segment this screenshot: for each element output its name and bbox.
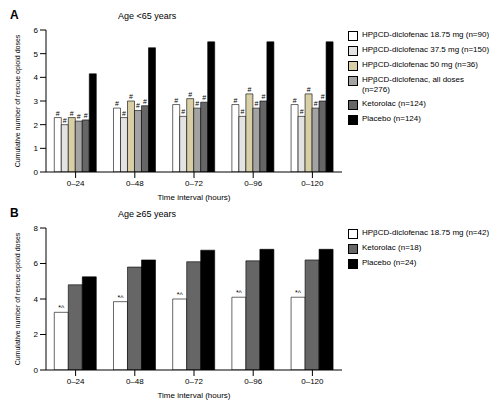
html-text:A: A — [10, 8, 19, 22]
svg-text:Time interval (hours): Time interval (hours) — [157, 391, 230, 400]
svg-text:*^: *^ — [117, 294, 124, 301]
svg-text:#: # — [136, 102, 140, 109]
svg-text:*^: *^ — [236, 289, 243, 296]
svg-text:#: # — [129, 93, 133, 100]
html-text:Placebo (n=124): Placebo (n=124) — [362, 114, 421, 123]
svg-text:#: # — [293, 97, 297, 104]
svg-text:3: 3 — [34, 97, 39, 106]
svg-text:0–120: 0–120 — [301, 179, 324, 188]
svg-text:#: # — [202, 94, 206, 101]
svg-text:0–24: 0–24 — [67, 179, 85, 188]
svg-text:0–120: 0–120 — [301, 377, 324, 386]
svg-text:6: 6 — [34, 259, 39, 268]
html-text:Age <65 years: Age <65 years — [118, 11, 177, 21]
svg-text:#: # — [261, 93, 265, 100]
svg-text:*^: *^ — [58, 304, 65, 311]
svg-text:Cumulative number of rescue op: Cumulative number of rescue opioid doses — [14, 232, 22, 365]
svg-text:Time interval (hours): Time interval (hours) — [157, 193, 230, 202]
html-text:Placebo (n=24): Placebo (n=24) — [362, 258, 417, 267]
svg-text:#: # — [321, 93, 325, 100]
svg-text:0: 0 — [34, 366, 39, 375]
svg-text:#: # — [188, 91, 192, 98]
svg-text:Cumulative number of rescue op: Cumulative number of rescue opioid doses — [14, 34, 22, 167]
svg-text:1: 1 — [34, 144, 39, 153]
svg-text:#: # — [240, 108, 244, 115]
html-text:HPβCD-diclofenac 18.75 mg (n=9: HPβCD-diclofenac 18.75 mg (n=90) — [362, 30, 490, 39]
svg-text:#: # — [56, 110, 60, 117]
svg-text:#: # — [307, 86, 311, 93]
svg-text:0–48: 0–48 — [126, 179, 144, 188]
svg-text:#: # — [300, 108, 304, 115]
svg-text:2: 2 — [34, 330, 39, 339]
svg-text:#: # — [233, 97, 237, 104]
svg-text:#: # — [122, 110, 126, 117]
html-text:Ketorolac (n=18): Ketorolac (n=18) — [362, 243, 422, 252]
svg-text:4: 4 — [34, 73, 39, 82]
svg-text:6: 6 — [34, 26, 39, 35]
svg-text:#: # — [314, 100, 318, 107]
html-text:HPβCD-diclofenac 37.5 mg (n=15: HPβCD-diclofenac 37.5 mg (n=150) — [362, 45, 490, 54]
svg-text:0–72: 0–72 — [185, 377, 203, 386]
svg-text:#: # — [115, 100, 119, 107]
svg-text:5: 5 — [34, 50, 39, 59]
svg-text:#: # — [63, 117, 67, 124]
svg-text:#: # — [77, 113, 81, 120]
svg-text:0–96: 0–96 — [244, 179, 262, 188]
svg-text:0–72: 0–72 — [185, 179, 203, 188]
html-text:B: B — [10, 206, 19, 220]
svg-text:2: 2 — [34, 121, 39, 130]
svg-text:#: # — [174, 97, 178, 104]
svg-text:#: # — [84, 112, 88, 119]
svg-text:0–48: 0–48 — [126, 377, 144, 386]
html-text:HPβCD-diclofenac 50 mg (n=36): HPβCD-diclofenac 50 mg (n=36) — [362, 60, 478, 69]
svg-text:#: # — [70, 110, 74, 117]
svg-text:0: 0 — [34, 168, 39, 177]
svg-text:#: # — [181, 108, 185, 115]
svg-text:0–96: 0–96 — [244, 377, 262, 386]
svg-text:0–24: 0–24 — [67, 377, 85, 386]
html-text:Ketorolac (n=124): Ketorolac (n=124) — [362, 99, 426, 108]
svg-text:#: # — [195, 100, 199, 107]
svg-text:4: 4 — [34, 295, 39, 304]
html-text:HPβCD-diclofenac, all doses (n: HPβCD-diclofenac, all doses (n=276) — [362, 75, 464, 94]
svg-text:#: # — [143, 98, 147, 105]
html-text:Age ≥65 years: Age ≥65 years — [118, 209, 176, 219]
html-text:HPβCD-diclofenac 18.75 mg (n=4: HPβCD-diclofenac 18.75 mg (n=42) — [362, 228, 490, 237]
svg-text:*^: *^ — [295, 289, 302, 296]
svg-text:#: # — [254, 100, 258, 107]
svg-text:#: # — [247, 86, 251, 93]
svg-text:8: 8 — [34, 224, 39, 233]
svg-text:*^: *^ — [177, 291, 184, 298]
